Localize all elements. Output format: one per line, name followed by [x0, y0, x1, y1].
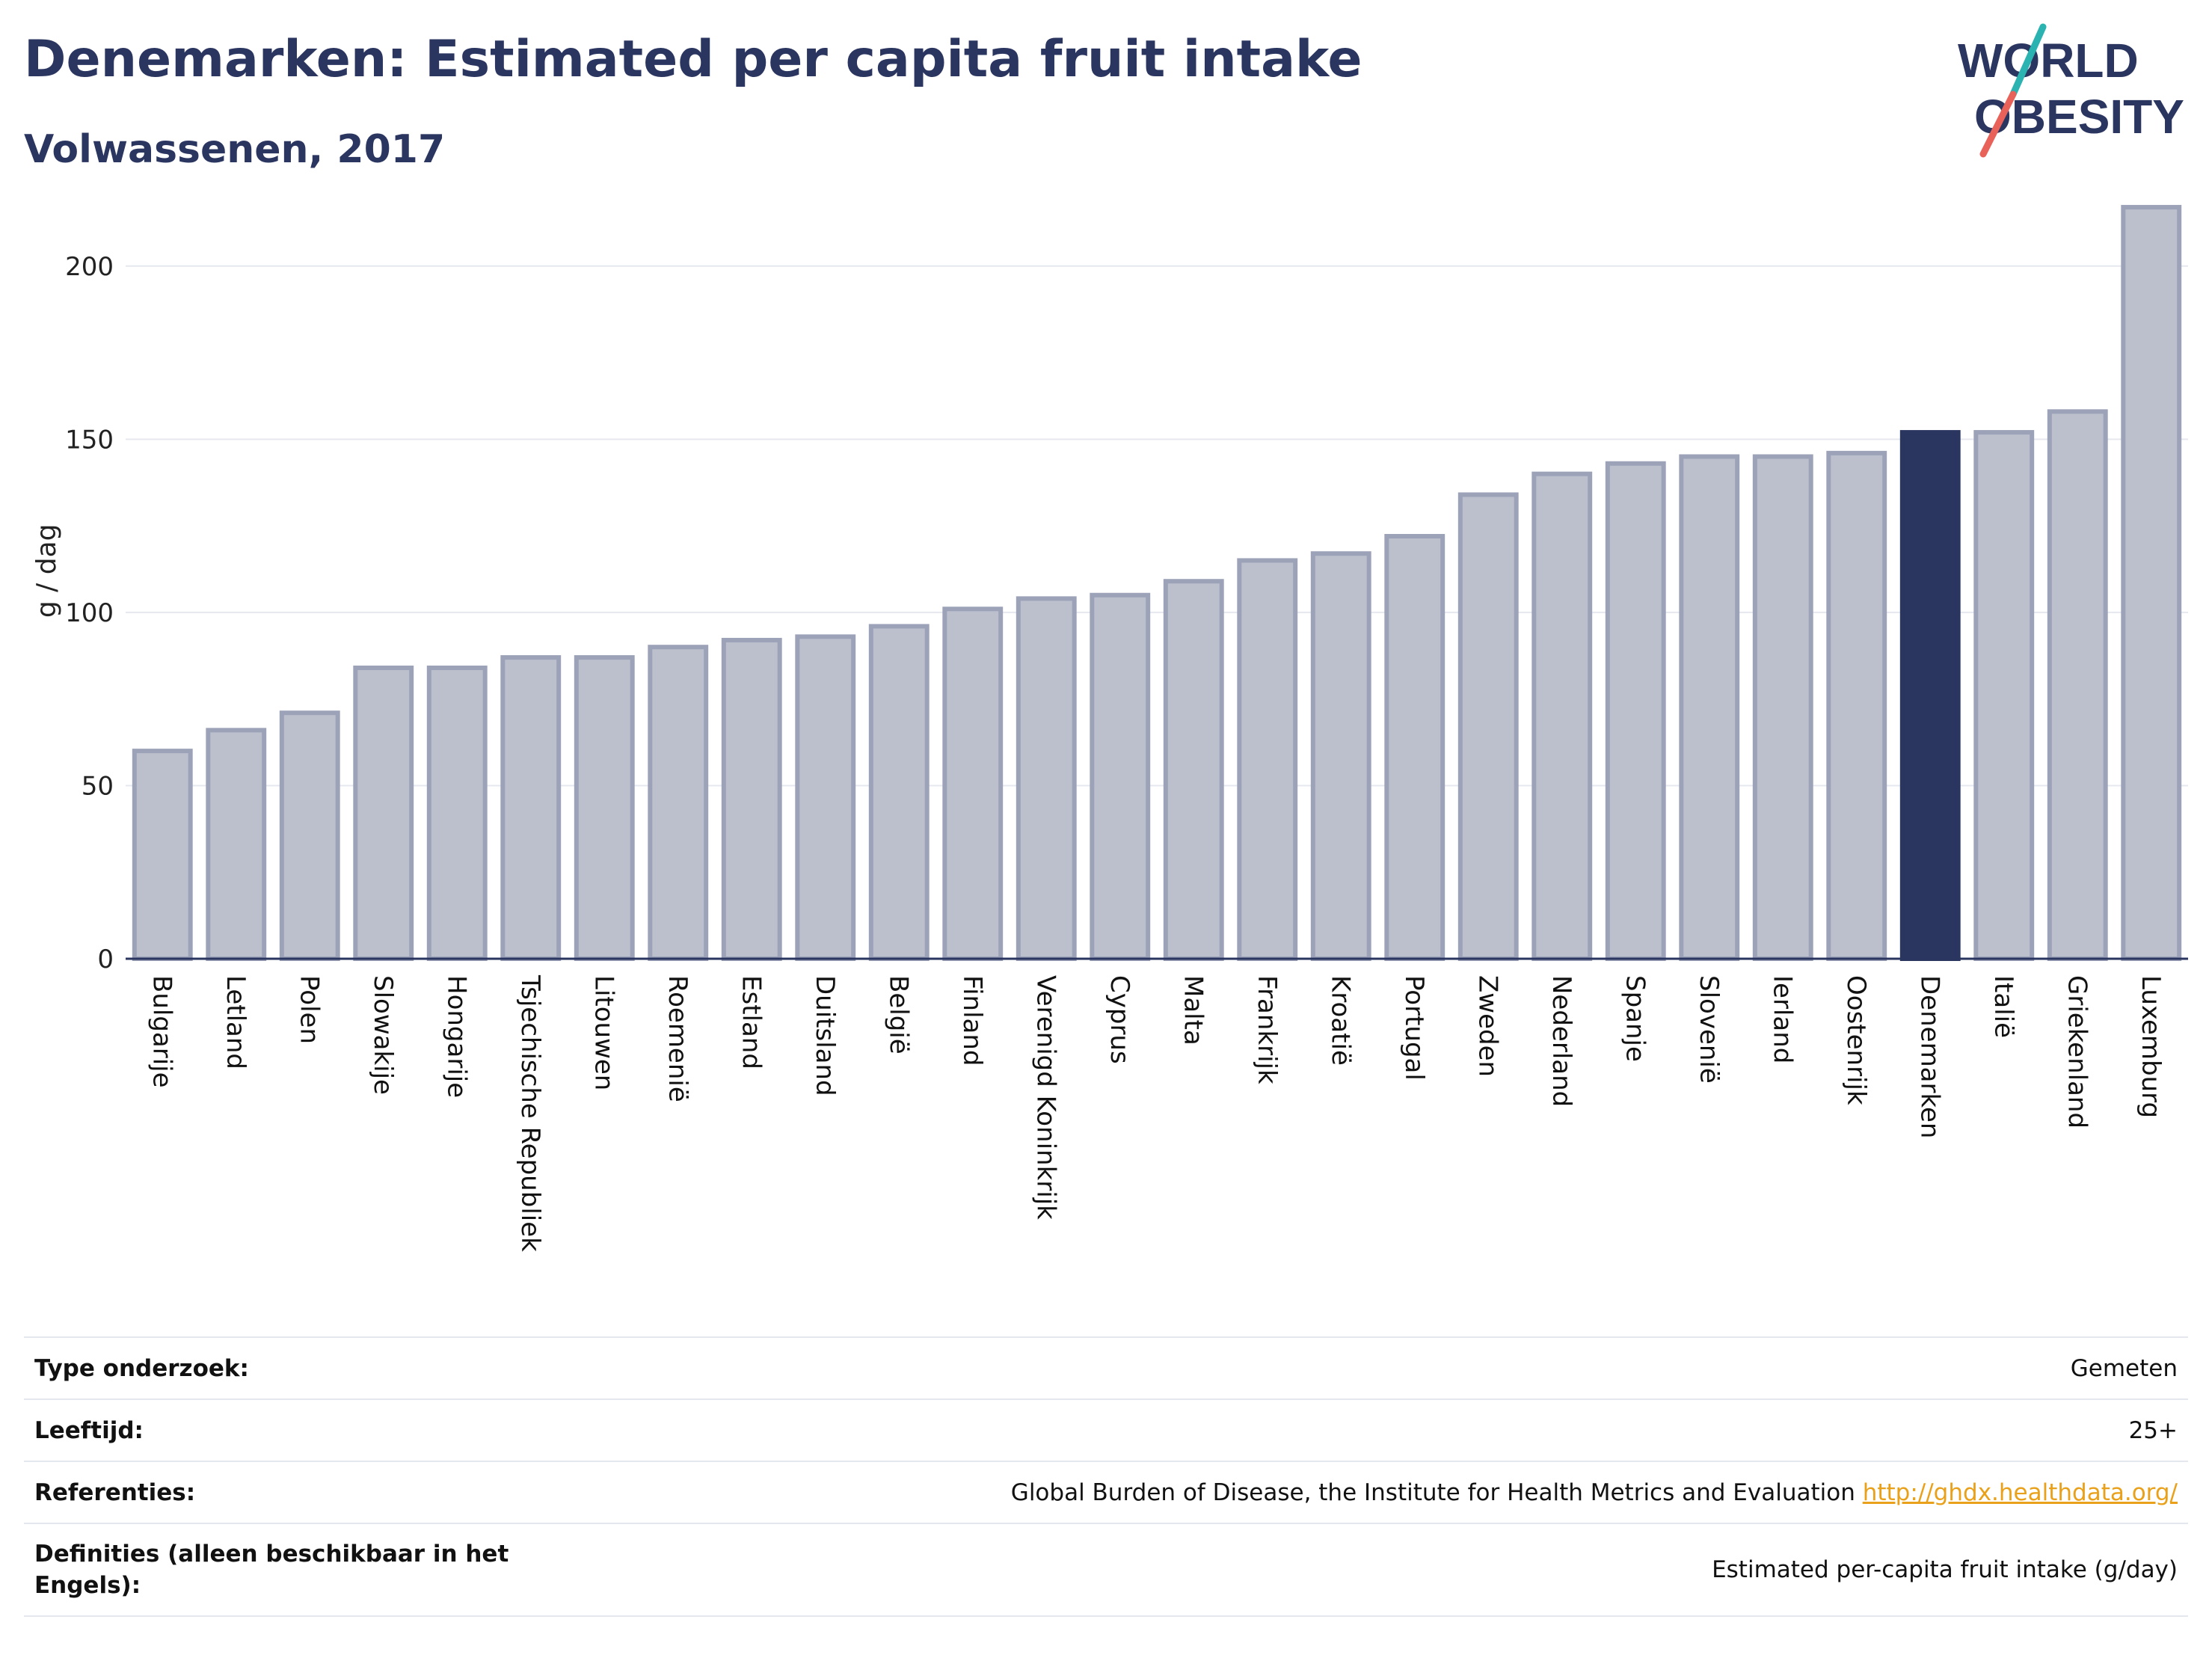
x-tick-label: Tsjechische Republiek: [515, 974, 545, 1252]
y-tick-label: 100: [65, 598, 114, 628]
info-label: Referenties:: [34, 1479, 196, 1506]
info-row-definitions: Definities (alleen beschikbaar in het En…: [24, 1523, 2188, 1617]
bar[interactable]: [574, 655, 635, 961]
y-tick-labels: 0 50 100 150 200: [65, 252, 114, 974]
x-tick-label: Hongarije: [441, 975, 471, 1098]
x-tick-label: Oostenrijk: [1841, 975, 1871, 1105]
info-row-references: Referenties: Global Burden of Disease, t…: [24, 1461, 2188, 1523]
x-tick-label: Luxemburg: [2136, 975, 2166, 1118]
x-tick-label: Spanje: [1620, 975, 1650, 1062]
info-row-survey-type: Type onderzoek: Gemeten: [24, 1336, 2188, 1398]
bar[interactable]: [1090, 592, 1151, 961]
x-tick-label: Malta: [1178, 975, 1208, 1045]
bar[interactable]: [2121, 205, 2182, 961]
world-obesity-logo[interactable]: WORLD OBESITY: [1944, 21, 2199, 163]
x-tick-label: Duitsland: [810, 975, 840, 1096]
bar[interactable]: [795, 634, 856, 961]
x-tick-label: Ierland: [1767, 975, 1797, 1063]
info-label: Definities (alleen beschikbaar in het En…: [34, 1541, 509, 1599]
chart-subtitle: Volwassenen, 2017: [24, 127, 446, 172]
x-tick-label: Bulgarije: [147, 975, 176, 1088]
bar[interactable]: [1016, 596, 1077, 961]
bar[interactable]: [721, 637, 782, 962]
bar[interactable]: [1899, 430, 1961, 961]
logo-line2: OBESITY: [1974, 90, 2184, 144]
bar[interactable]: [1531, 471, 1593, 961]
bar[interactable]: [500, 655, 562, 961]
x-tick-label: Nederland: [1546, 975, 1576, 1107]
x-tick-label: Letland: [221, 975, 251, 1069]
bar[interactable]: [942, 607, 1004, 961]
bar[interactable]: [1457, 492, 1519, 962]
info-value: Estimated per-capita fruit intake (g/day…: [1712, 1556, 2178, 1583]
bar[interactable]: [353, 665, 414, 962]
logo-slash-coral: [1979, 90, 2017, 158]
x-tick-label: Portugal: [1399, 975, 1429, 1081]
x-tick-label: België: [883, 975, 913, 1054]
bar-chart: 0 50 100 150 200 Bulgarije Letland Polen Slowak…: [31, 205, 2188, 1252]
bar[interactable]: [2047, 409, 2108, 962]
info-label: Type onderzoek:: [34, 1354, 249, 1382]
y-axis-label: g / dag: [31, 523, 62, 618]
bar[interactable]: [1237, 558, 1298, 961]
bar[interactable]: [132, 749, 193, 962]
bar[interactable]: [1752, 454, 1813, 961]
y-tick-label: 200: [65, 252, 114, 282]
x-tick-label: Finland: [957, 975, 987, 1066]
bar[interactable]: [206, 728, 267, 961]
info-label: Leeftijd:: [34, 1416, 144, 1444]
logo-line1: WORLD: [1958, 34, 2139, 87]
x-tick-label: Slovenië: [1694, 975, 1724, 1084]
bar[interactable]: [1679, 454, 1740, 961]
info-value: Gemeten: [2070, 1354, 2178, 1382]
bars: [132, 205, 2182, 962]
x-tick-label: Italië: [1988, 975, 2018, 1038]
x-tick-label: Kroatië: [1325, 975, 1355, 1066]
bar[interactable]: [648, 645, 709, 961]
x-tick-label: Slowakije: [368, 975, 398, 1095]
x-tick-label: Zweden: [1472, 975, 1502, 1077]
y-tick-label: 50: [82, 771, 114, 801]
bar[interactable]: [1163, 579, 1224, 961]
logo-slash-teal: [2009, 23, 2047, 98]
x-tick-label: Roemenië: [663, 975, 692, 1102]
y-tick-label: 0: [97, 945, 114, 974]
x-tick-label: Litouwen: [589, 975, 618, 1090]
bar[interactable]: [1973, 430, 2035, 961]
x-tick-label: Polen: [294, 975, 324, 1044]
bar[interactable]: [279, 710, 340, 961]
x-tick-labels: Bulgarije Letland Polen Slowakije Hongarije T…: [147, 974, 2166, 1252]
logo-graphic: WORLD OBESITY: [1958, 23, 2184, 158]
bar[interactable]: [1384, 534, 1446, 961]
x-tick-label: Verenigd Koninkrijk: [1030, 975, 1060, 1220]
bar[interactable]: [1605, 461, 1666, 961]
x-tick-label: Griekenland: [2062, 975, 2092, 1129]
chart-title: Denemarken: Estimated per capita fruit i…: [24, 30, 1362, 89]
bar[interactable]: [1826, 450, 1887, 961]
reference-text: Global Burden of Disease, the Institute …: [1010, 1479, 1855, 1506]
info-value: 25+: [2128, 1416, 2178, 1444]
reference-link[interactable]: http://ghdx.healthdata.org/: [1862, 1479, 2178, 1506]
info-value: Global Burden of Disease, the Institute …: [1011, 1479, 2178, 1506]
bar[interactable]: [868, 624, 930, 961]
y-tick-label: 150: [65, 425, 114, 455]
info-row-age: Leeftijd: 25+: [24, 1398, 2188, 1461]
x-tick-label: Estland: [736, 975, 766, 1069]
bar[interactable]: [426, 665, 488, 962]
info-table: Type onderzoek: Gemeten Leeftijd: 25+ Re…: [24, 1336, 2188, 1617]
x-tick-label: Denemarken: [1914, 975, 1944, 1138]
bar[interactable]: [1310, 551, 1371, 962]
x-tick-label: Cyprus: [1105, 975, 1134, 1064]
x-tick-label: Frankrijk: [1252, 975, 1282, 1084]
